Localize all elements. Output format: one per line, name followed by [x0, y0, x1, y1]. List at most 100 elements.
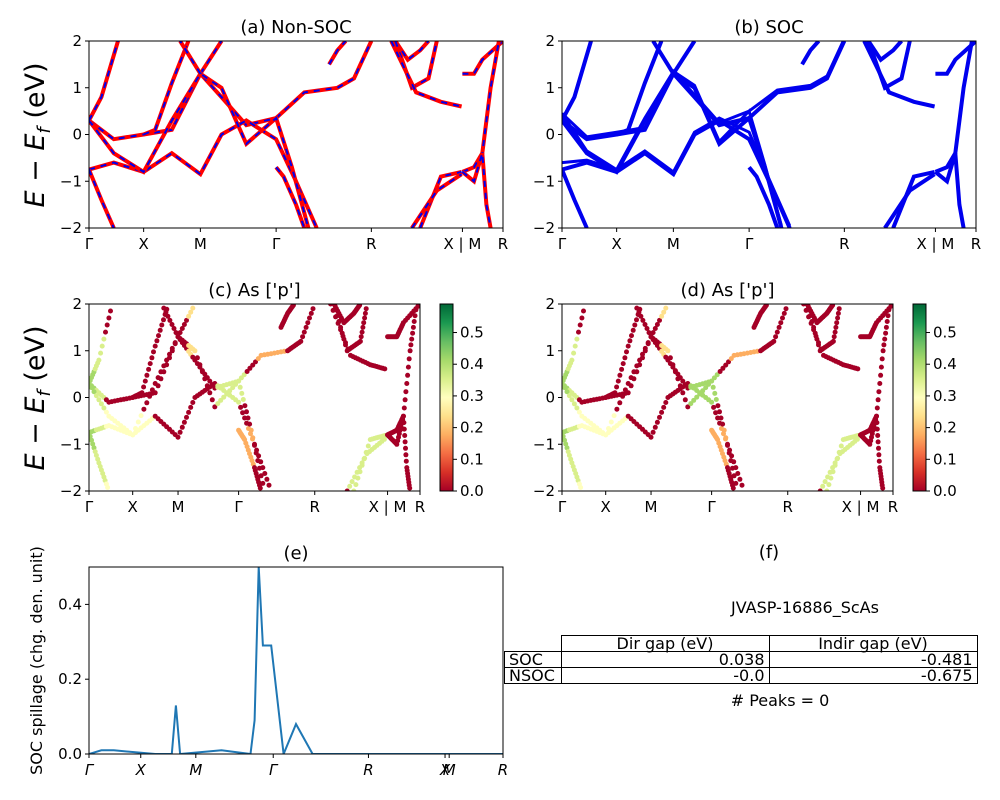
projection-point: [603, 432, 609, 438]
projection-point: [167, 351, 172, 357]
projection-point: [354, 469, 360, 475]
band-line-soc-overlay: [89, 72, 310, 228]
band-line-soc: [562, 168, 589, 228]
band-line-nonsoc: [89, 70, 311, 228]
x-tick-label: M: [189, 761, 202, 779]
projection-point: [608, 419, 614, 425]
projection-point: [146, 366, 152, 372]
band-line-soc: [862, 41, 936, 109]
projection-point: [345, 346, 351, 352]
projection-point: [186, 313, 192, 319]
projection-point: [642, 322, 648, 327]
projection-point: [611, 413, 617, 419]
projection-point: [835, 455, 841, 461]
x-tick-label: X | M: [369, 498, 407, 516]
projection-point: [723, 435, 729, 441]
projection-point: [816, 340, 821, 346]
projection-point: [562, 437, 567, 443]
projection-point: [381, 436, 387, 442]
x-tick-label: Γ: [234, 498, 243, 516]
projection-point: [876, 445, 881, 451]
projection-point: [657, 317, 662, 323]
projection-point: [411, 319, 417, 324]
projection-point: [700, 388, 706, 394]
y-tick-label: −2: [533, 219, 555, 237]
projection-point: [659, 409, 665, 415]
ylabel-subscript: f: [34, 388, 55, 397]
projection-point: [627, 338, 633, 344]
projection-point: [571, 401, 577, 407]
projection-point: [781, 310, 787, 316]
x-tick-label: Γ: [269, 761, 279, 779]
band-line-soc: [651, 41, 676, 75]
y-axis-label-middle: E − Ef (eV): [20, 326, 55, 471]
projection-point: [566, 452, 572, 458]
projection-point: [642, 345, 648, 351]
x-tick-label: Γ: [85, 498, 94, 516]
projection-point: [403, 452, 409, 458]
projection-point: [152, 343, 158, 349]
projection-point: [230, 385, 236, 391]
projection-point: [685, 404, 691, 410]
projection-point: [832, 460, 838, 466]
projection-point: [262, 471, 268, 476]
projection-point: [830, 338, 836, 344]
projection-point: [343, 340, 348, 346]
projection-point: [709, 399, 715, 405]
y-tick-label: −2: [533, 482, 555, 500]
projection-point: [773, 334, 779, 340]
projection-point: [401, 405, 407, 411]
peaks-count-label: # Peaks = 0: [730, 691, 830, 710]
projection-point: [169, 322, 175, 327]
projection-point: [207, 390, 213, 396]
band-line-nonsoc: [142, 41, 191, 137]
projection-point: [713, 410, 719, 416]
projection-point: [562, 385, 567, 391]
projection-point: [606, 426, 611, 431]
projection-point: [825, 474, 831, 480]
projection-point: [813, 333, 819, 339]
projection-point: [361, 320, 367, 326]
projection-point: [215, 401, 221, 407]
projection-point: [818, 346, 824, 352]
projection-point: [646, 330, 652, 336]
projection-point: [634, 317, 639, 323]
projection-point: [622, 387, 628, 393]
panel-title-c: (c) As ['p']: [208, 280, 300, 301]
projection-point: [783, 306, 789, 312]
projection-point: [181, 419, 187, 425]
projection-point: [663, 305, 669, 311]
projection-point: [177, 330, 183, 336]
projection-point: [308, 310, 314, 316]
projection-point: [158, 369, 164, 375]
projection-point: [876, 452, 882, 458]
projection-point: [161, 317, 166, 323]
gap-table-cell: -0.481: [768, 651, 978, 668]
projection-point: [402, 397, 408, 403]
projection-point: [238, 404, 244, 410]
projection-point: [645, 340, 651, 346]
projection-point: [257, 465, 262, 471]
projection-point: [832, 329, 838, 335]
projection-point: [822, 479, 828, 485]
projection-point: [691, 397, 697, 403]
projection-point: [179, 424, 185, 430]
projection-point: [93, 393, 99, 399]
colorbar-tick-label: 0.3: [460, 387, 484, 405]
projection-point: [726, 450, 732, 456]
projection-point: [300, 334, 306, 340]
projection-point: [408, 342, 414, 348]
x-tick-label: Γ: [745, 235, 754, 253]
projection-point: [564, 445, 570, 451]
colorbar-tick-label: 0.5: [933, 324, 957, 342]
y-tick-label: 2: [545, 295, 555, 313]
projection-point: [252, 442, 257, 448]
projection-point: [405, 364, 411, 370]
projection-point: [650, 330, 656, 336]
projection-point: [874, 426, 880, 432]
projection-point: [615, 378, 621, 384]
projection-point: [340, 333, 346, 339]
band-line-soc: [891, 169, 936, 228]
projection-point: [240, 410, 246, 416]
projection-point: [801, 304, 807, 307]
